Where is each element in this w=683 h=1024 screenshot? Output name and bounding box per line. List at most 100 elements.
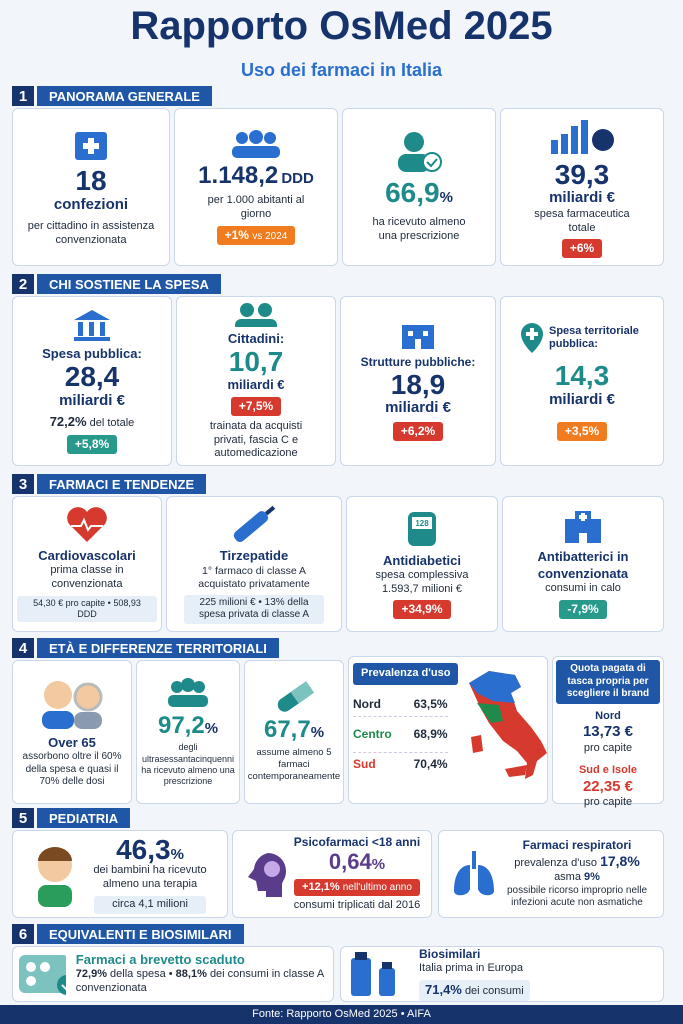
- shape: [571, 125, 578, 154]
- badge: +3,5%: [556, 421, 608, 441]
- card: Farmaci a brevetto scaduto 72,9% della s…: [12, 946, 334, 1002]
- unit: DDD: [281, 169, 314, 187]
- icon: [277, 681, 315, 713]
- text: per 1.000 abitanti al giorno: [207, 194, 305, 221]
- shape: [40, 962, 50, 972]
- unit: %: [371, 855, 386, 873]
- value: 63,5%: [413, 696, 448, 711]
- card-title: Psicofarmaci <18 anni: [293, 834, 421, 849]
- card: 46,3% dei bambini ha ricevuto almeno una…: [12, 830, 228, 918]
- shape: [26, 976, 36, 986]
- shape: [100, 321, 105, 336]
- shape: [472, 851, 476, 869]
- section-title: CHI SOSTIENE LA SPESA: [37, 274, 221, 294]
- card: Spesa territoriale pubblica: 14,3 miliar…: [500, 296, 664, 466]
- block: prevalenza d'uso 17,8%: [514, 853, 640, 871]
- shape: [264, 131, 276, 144]
- shape: [181, 677, 195, 692]
- shape: [74, 309, 110, 320]
- shape: [78, 321, 83, 336]
- value: 66,9: [385, 177, 440, 209]
- text: ha ricevuto almeno una prescrizione: [372, 216, 466, 242]
- text: per cittadino in assistenza convenzionat…: [27, 220, 155, 247]
- shape: [171, 680, 183, 693]
- value: 46,3: [116, 833, 171, 865]
- note: circa 4,1 milioni: [94, 895, 206, 914]
- icon: [74, 309, 110, 341]
- text: della spesa •: [110, 968, 173, 981]
- shape: [469, 671, 521, 703]
- label: Spesa pubblica:: [42, 345, 142, 361]
- icon: [42, 681, 103, 730]
- area: Centro: [353, 726, 392, 741]
- value: 22,35 €: [582, 777, 634, 795]
- icon: 128: [408, 511, 436, 546]
- shape: [235, 319, 277, 327]
- shape: [454, 865, 494, 896]
- text: assume almeno 5 farmaci contemporaneamen…: [247, 747, 341, 782]
- block: Nord 63,5% Centro 68,9% Sud 70,4%: [353, 693, 463, 776]
- badge: +6%: [561, 239, 603, 259]
- icon: [67, 507, 107, 542]
- shape: [404, 132, 424, 153]
- shape: [240, 303, 254, 317]
- block: 46,3% dei bambini ha ricevuto almeno una…: [90, 833, 210, 914]
- value: 18: [75, 165, 107, 197]
- map: [469, 671, 547, 779]
- shape: [71, 517, 103, 532]
- block: asma 9%: [554, 871, 600, 885]
- text: trainata da acquisti privati, fascia C e…: [209, 419, 303, 460]
- card-title: Biosimilari: [419, 947, 481, 962]
- section-number: 1: [12, 86, 34, 106]
- card: Prevalenza d'uso Nord 63,5% Centro 68,9% S…: [348, 656, 548, 804]
- icon: [168, 677, 208, 707]
- box-title: Prevalenza d'uso: [353, 663, 459, 685]
- shape: [505, 765, 527, 777]
- share-note: del totale: [89, 417, 135, 430]
- unit: miliardi €: [385, 399, 451, 417]
- shape: [57, 975, 66, 995]
- icon: [551, 119, 614, 154]
- section-header: 5 PEDIATRIA: [12, 808, 131, 828]
- label: Spesa territoriale pubblica:: [549, 324, 639, 351]
- icon: [38, 847, 72, 907]
- shape: [193, 680, 205, 693]
- shape: [408, 330, 413, 336]
- shape: [44, 681, 72, 710]
- shape: [89, 321, 94, 336]
- unit: %: [439, 189, 453, 207]
- block: 46,3%: [116, 833, 184, 865]
- shape: [236, 131, 248, 144]
- section-title: FARMACI E TENDENZE: [37, 474, 207, 494]
- label: asma: [554, 871, 581, 883]
- block: Sud 70,4%: [353, 753, 448, 776]
- text: dei consumi: [464, 985, 524, 997]
- unit: miliardi €: [549, 390, 615, 408]
- icon: [232, 129, 280, 158]
- text: Italia prima in Europa: [419, 962, 523, 975]
- icon: [247, 853, 286, 897]
- shape: [264, 506, 276, 516]
- value: 68,9%: [413, 726, 448, 741]
- note: pro capite: [583, 742, 633, 754]
- card: Over 65 assorbono oltre il 60% della spe…: [12, 660, 132, 804]
- shape: [581, 119, 588, 154]
- section-header: 3 FARMACI E TENDENZE: [12, 474, 207, 494]
- shape: [74, 336, 110, 341]
- block: +12,1% nell'ultimo anno: [294, 878, 420, 897]
- section-title: ETÀ E DIFFERENZE TERRITORIALI: [37, 638, 279, 658]
- block: Biosimilari Italia prima in Europa 71,4%…: [419, 947, 530, 1001]
- unit: %: [310, 724, 325, 742]
- icon: [19, 955, 66, 995]
- value: 9%: [584, 871, 600, 883]
- icon: [402, 324, 434, 349]
- shape: [26, 962, 36, 972]
- block: Nord 63,5%: [353, 693, 448, 717]
- title: Rapporto OsMed 2025: [130, 4, 553, 48]
- shape: [232, 145, 280, 158]
- text: consumi in calo: [545, 581, 621, 594]
- block: 66,9%: [385, 178, 453, 208]
- block: 97,2%: [158, 713, 218, 739]
- icon: [398, 132, 442, 173]
